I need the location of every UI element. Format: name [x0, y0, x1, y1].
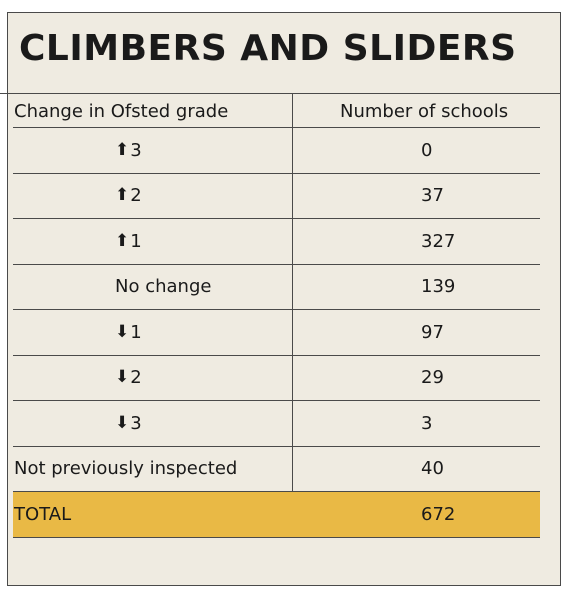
grade-change-cell: ⬇ 2 [13, 355, 293, 400]
down-arrow-icon: ⬇ [115, 367, 130, 388]
grade-change-label: 3 [130, 139, 142, 161]
school-count-cell: 139 [421, 276, 456, 298]
grade-change-cell: ⬆ 3 [13, 128, 293, 173]
grade-change-cell: ⬆ 1 [13, 219, 293, 264]
grade-change-label: 2 [130, 185, 142, 207]
grade-change-cell: ⬇ 1 [13, 310, 293, 355]
school-count-cell: 0 [421, 139, 433, 161]
grade-change-cell: ⬇ 3 [13, 401, 293, 446]
grade-change-label: 1 [130, 321, 142, 343]
grade-change-label: 2 [130, 367, 142, 389]
column-header-schools: Number of schools [340, 101, 509, 122]
grade-change-label: 3 [130, 412, 142, 434]
grade-change-label: No change [115, 276, 212, 298]
up-arrow-icon: ⬆ [115, 230, 130, 251]
total-value: 672 [421, 503, 456, 525]
infobox-panel [7, 12, 561, 586]
title-divider [0, 93, 561, 94]
grade-change-label: Not previously inspected [14, 458, 238, 480]
grade-change-cell: ⬆ 2 [13, 173, 293, 218]
table-row: ⬆ 1 327 [13, 219, 540, 265]
up-arrow-icon: ⬆ [115, 185, 130, 206]
table-row: Not previously inspected 40 [13, 446, 540, 492]
table-row: ⬆ 2 37 [13, 173, 540, 219]
total-row: TOTAL 672 [13, 492, 540, 538]
table-header-row: Change in Ofsted grade Number of schools [13, 94, 540, 128]
table-row: ⬆ 3 0 [13, 128, 540, 174]
table-row: ⬇ 2 29 [13, 355, 540, 401]
table-row: No change 139 [13, 264, 540, 310]
school-count-cell: 29 [421, 367, 444, 389]
grade-change-cell: No change [13, 264, 293, 309]
column-header-change: Change in Ofsted grade [13, 94, 293, 127]
school-count-cell: 37 [421, 185, 444, 207]
total-label: TOTAL [14, 503, 72, 525]
table-row: ⬇ 3 3 [13, 401, 540, 447]
ofsted-table: Change in Ofsted grade Number of schools… [13, 94, 540, 538]
school-count-cell: 327 [421, 230, 456, 252]
school-count-cell: 3 [421, 412, 433, 434]
down-arrow-icon: ⬇ [115, 412, 130, 433]
grade-change-cell: Not previously inspected [13, 446, 293, 491]
table-title: CLIMBERS AND SLIDERS [19, 28, 517, 69]
table-row: ⬇ 1 97 [13, 310, 540, 356]
school-count-cell: 40 [421, 458, 444, 480]
school-count-cell: 97 [421, 321, 444, 343]
up-arrow-icon: ⬆ [115, 139, 130, 160]
grade-change-label: 1 [130, 230, 142, 252]
down-arrow-icon: ⬇ [115, 321, 130, 342]
